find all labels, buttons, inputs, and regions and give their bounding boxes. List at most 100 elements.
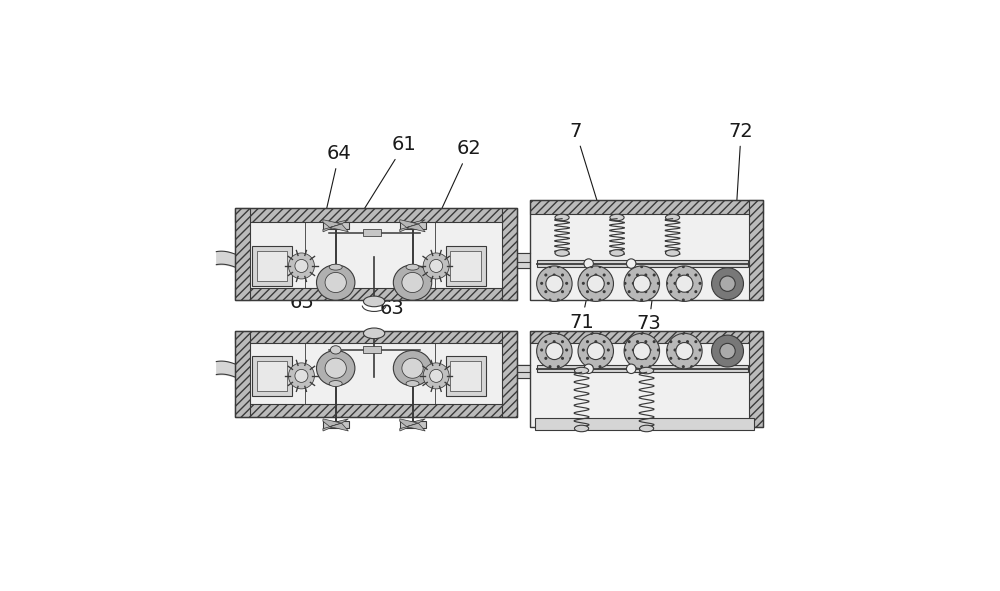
Text: 61: 61 [357,135,417,221]
Bar [235,208,250,300]
Ellipse shape [665,215,680,221]
Ellipse shape [325,358,346,378]
Text: 71: 71 [569,297,594,332]
Polygon shape [323,224,342,232]
Polygon shape [407,423,425,431]
Ellipse shape [363,296,385,307]
Bar [235,331,250,417]
Text: 7: 7 [569,122,598,206]
Ellipse shape [393,350,432,386]
Circle shape [626,364,636,374]
Circle shape [587,343,604,359]
Circle shape [288,253,314,279]
Ellipse shape [574,426,589,431]
Bar [537,260,748,267]
Ellipse shape [555,215,569,221]
Polygon shape [323,423,342,431]
Polygon shape [407,419,425,427]
Circle shape [633,343,650,359]
Bar [530,200,763,214]
Bar [530,214,749,300]
Polygon shape [330,423,348,431]
Ellipse shape [406,264,419,270]
Circle shape [423,363,449,389]
Text: 73: 73 [637,300,661,333]
Polygon shape [400,224,418,232]
Bar [530,200,763,300]
Bar [749,331,763,427]
Text: 64: 64 [323,144,352,223]
Bar [250,343,502,404]
Bar [502,208,517,300]
Polygon shape [407,224,425,232]
Polygon shape [407,220,425,228]
Ellipse shape [316,265,355,300]
Bar [257,251,287,281]
Bar [235,331,517,417]
Ellipse shape [393,265,432,300]
Bar [530,343,749,427]
Bar [530,331,763,343]
Ellipse shape [402,358,423,378]
Bar [400,421,426,428]
Text: 72: 72 [729,122,754,205]
Circle shape [430,369,443,382]
Ellipse shape [574,367,589,374]
Circle shape [584,259,593,268]
Circle shape [546,343,563,359]
Bar [323,222,349,229]
Circle shape [295,369,308,382]
Ellipse shape [329,264,342,270]
Bar [235,288,517,300]
Circle shape [712,335,743,367]
Ellipse shape [610,215,624,221]
Circle shape [546,275,563,292]
Circle shape [578,333,613,369]
Circle shape [676,275,693,292]
Text: 65: 65 [288,290,314,312]
Circle shape [720,276,735,291]
Bar [502,331,517,417]
Bar [252,356,292,396]
Ellipse shape [330,346,341,354]
Polygon shape [330,220,348,228]
Circle shape [288,363,314,389]
Ellipse shape [639,426,654,431]
Bar [235,331,517,343]
Bar [235,208,517,222]
Bar [252,246,292,286]
Ellipse shape [639,367,654,374]
Text: 63: 63 [379,293,405,318]
Bar [446,246,486,286]
Circle shape [430,259,443,272]
Circle shape [667,333,702,369]
Circle shape [667,266,702,301]
Bar [250,222,502,288]
Ellipse shape [329,381,342,387]
Circle shape [633,275,650,292]
Circle shape [720,343,735,359]
Circle shape [584,364,593,374]
Bar [537,365,748,372]
Ellipse shape [610,250,624,256]
Circle shape [624,333,660,369]
Circle shape [587,275,604,292]
Polygon shape [323,419,342,427]
Bar [535,418,754,430]
Polygon shape [330,224,348,232]
Ellipse shape [363,328,385,339]
Circle shape [423,253,449,279]
Bar [363,229,381,236]
Bar [446,356,486,396]
Polygon shape [400,423,418,431]
Ellipse shape [555,250,569,256]
Bar [235,208,517,300]
Circle shape [537,266,572,301]
Ellipse shape [316,350,355,386]
Circle shape [676,343,693,359]
Bar [323,421,349,428]
Bar [749,200,763,300]
Polygon shape [400,419,418,427]
Text: 62: 62 [436,139,482,221]
Circle shape [295,259,308,272]
